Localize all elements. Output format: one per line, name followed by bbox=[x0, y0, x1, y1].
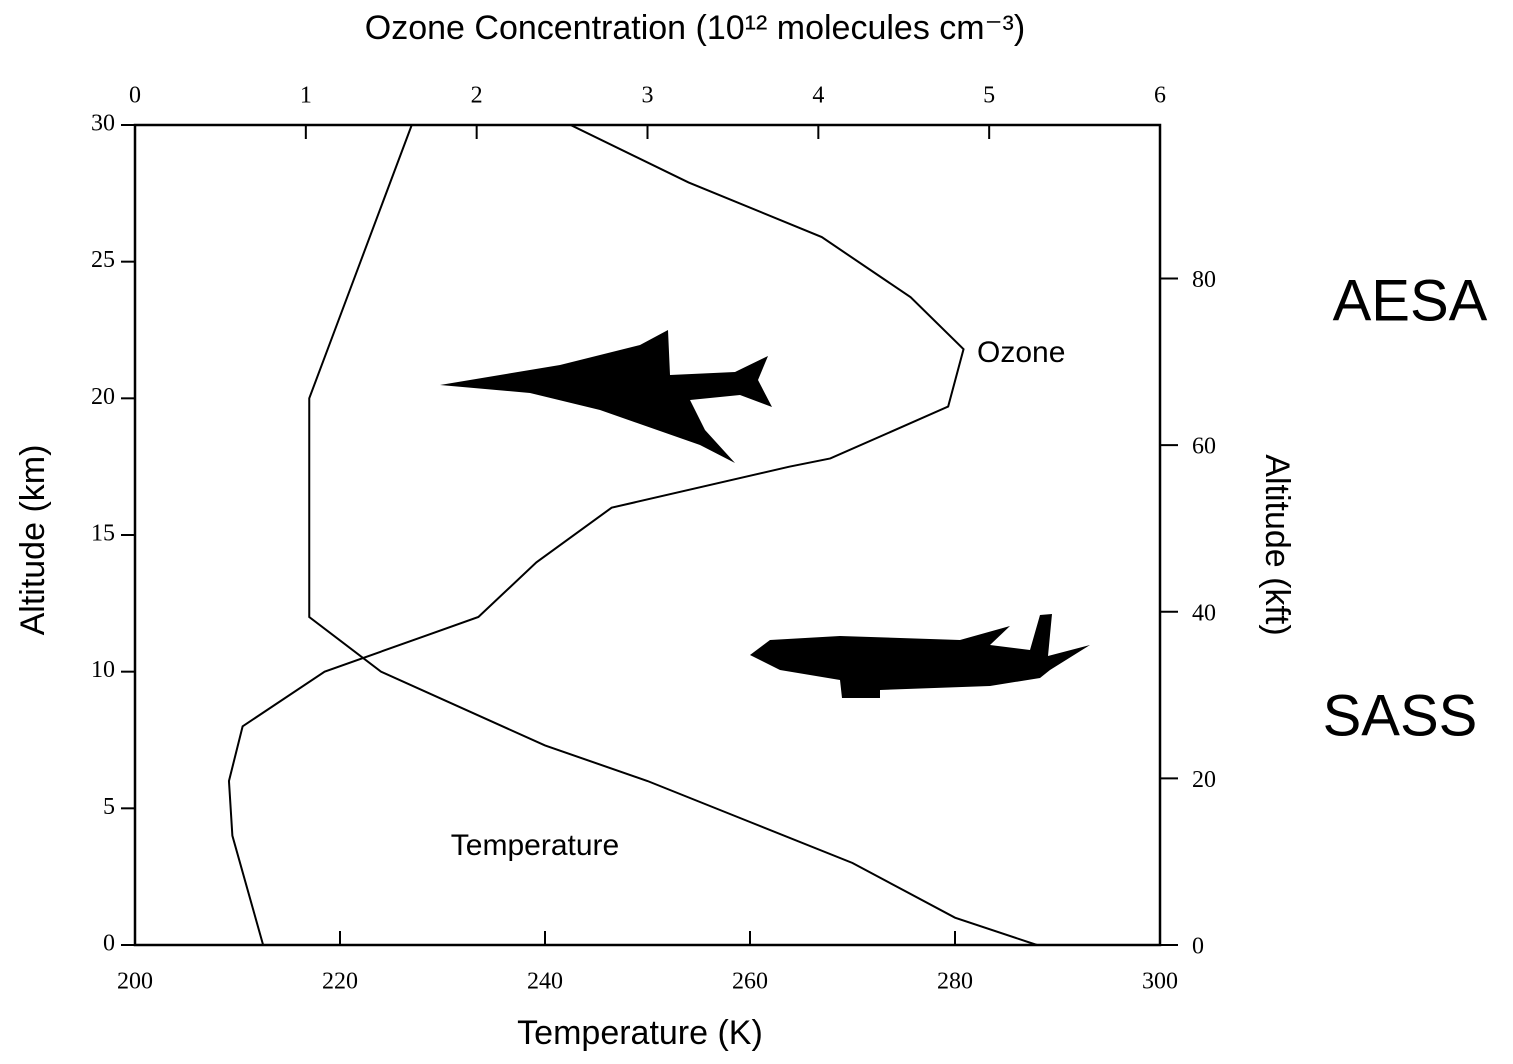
y-tick-label: 15 bbox=[91, 521, 115, 547]
series-label: Temperature bbox=[451, 829, 619, 862]
plot-frame bbox=[133, 123, 1162, 947]
aircraft-sass bbox=[750, 614, 1090, 698]
aircraft-aesa bbox=[440, 330, 772, 463]
x-axis-title: Temperature (K) bbox=[517, 1014, 763, 1052]
x2-tick-label: 0 bbox=[129, 83, 141, 109]
y2-tick-label: 40 bbox=[1192, 600, 1216, 626]
y-tick-label: 30 bbox=[91, 111, 115, 137]
y-tick-label: 20 bbox=[91, 384, 115, 410]
x-tick-label: 260 bbox=[732, 969, 768, 995]
y-tick-label: 25 bbox=[91, 247, 115, 273]
y-tick-label: 0 bbox=[103, 931, 115, 957]
y-axis-title: Altitude (km) bbox=[14, 445, 52, 636]
annotation: AESA bbox=[1333, 268, 1488, 333]
annotation: SASS bbox=[1323, 683, 1478, 748]
x-tick-label: 220 bbox=[322, 969, 358, 995]
y2-tick-label: 0 bbox=[1192, 934, 1204, 960]
series-label: Ozone bbox=[977, 336, 1065, 369]
x2-tick-label: 6 bbox=[1154, 83, 1166, 109]
x-tick-label: 280 bbox=[937, 969, 973, 995]
x2-tick-label: 4 bbox=[812, 83, 824, 109]
x-tick-label: 240 bbox=[527, 969, 563, 995]
y-tick-label: 10 bbox=[91, 657, 115, 683]
y-tick-label: 5 bbox=[103, 794, 115, 820]
x2-tick-label: 3 bbox=[642, 83, 654, 109]
x2-tick-label: 2 bbox=[471, 83, 483, 109]
line-temperature bbox=[308, 124, 1038, 946]
x-tick-label: 200 bbox=[117, 969, 153, 995]
y2-axis-title: Altitude (kft) bbox=[1258, 454, 1296, 635]
y2-tick-label: 80 bbox=[1192, 267, 1216, 293]
x2-tick-label: 5 bbox=[983, 83, 995, 109]
y2-tick-label: 20 bbox=[1192, 767, 1216, 793]
x2-tick-label: 1 bbox=[300, 83, 312, 109]
y2-tick-label: 60 bbox=[1192, 434, 1216, 460]
top-axis-title: Ozone Concentration (10¹² molecules cm⁻³… bbox=[365, 9, 1025, 47]
line-ozone bbox=[227, 124, 965, 946]
x-tick-label: 300 bbox=[1142, 969, 1178, 995]
